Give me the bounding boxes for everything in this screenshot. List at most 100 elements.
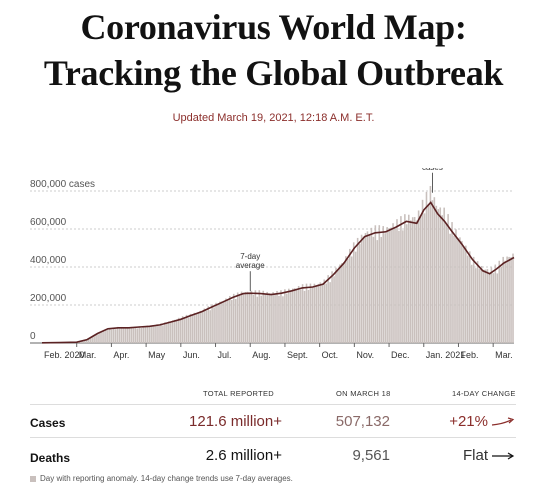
daily-case-bar	[148, 325, 150, 343]
daily-case-bar	[352, 242, 355, 343]
x-tick-label: Jan. 2021	[426, 350, 466, 360]
daily-case-bar	[150, 325, 152, 343]
daily-case-bar	[140, 327, 143, 343]
daily-case-bar	[116, 326, 119, 343]
y-tick-label: 0	[30, 331, 36, 342]
daily-case-bar	[476, 261, 479, 343]
daily-case-bar	[171, 320, 174, 343]
daily-case-bar	[240, 291, 243, 343]
cases-change-value: +21%	[449, 413, 488, 430]
daily-case-bar	[103, 331, 105, 343]
daily-case-bar	[154, 325, 156, 343]
daily-case-bar	[339, 264, 341, 343]
daily-case-bar	[512, 253, 514, 343]
daily-case-bar	[168, 321, 170, 343]
daily-case-bar	[146, 325, 149, 343]
daily-case-bar	[415, 220, 418, 343]
daily-case-bar	[384, 233, 386, 343]
daily-case-bar	[99, 332, 101, 343]
daily-case-bar	[451, 222, 453, 343]
daily-case-bar	[382, 226, 385, 343]
daily-case-bar	[252, 294, 255, 343]
x-tick-label: Apr.	[113, 350, 129, 360]
daily-case-bar	[417, 210, 420, 343]
daily-case-bar	[496, 273, 499, 343]
daily-case-bar	[152, 325, 154, 343]
daily-case-bar	[488, 272, 491, 343]
daily-case-bar	[433, 197, 436, 343]
daily-case-bar	[366, 231, 369, 343]
daily-case-bar	[398, 230, 400, 343]
daily-case-bar	[482, 269, 485, 343]
x-tick-label: Jun.	[183, 350, 200, 360]
daily-case-bar	[431, 200, 434, 343]
daily-case-bar	[506, 256, 508, 343]
daily-case-bar	[254, 290, 257, 343]
daily-case-bar	[343, 262, 345, 343]
title-line-1: Coronavirus World Map:	[80, 7, 467, 47]
daily-case-bar	[466, 255, 469, 343]
daily-case-bar	[486, 269, 489, 343]
daily-case-bar	[264, 294, 267, 343]
y-tick-label: 400,000	[30, 255, 67, 266]
daily-case-bar	[425, 191, 428, 343]
daily-case-bar	[500, 266, 503, 343]
daily-case-bar	[213, 307, 215, 343]
daily-case-bar	[447, 214, 449, 343]
daily-case-bar	[97, 334, 99, 343]
x-tick-label: Dec.	[391, 350, 410, 360]
daily-case-bar	[423, 213, 426, 343]
daily-case-bar	[378, 225, 381, 343]
daily-case-bar	[364, 233, 367, 343]
daily-case-bar	[242, 293, 245, 343]
daily-case-bar	[305, 283, 308, 343]
daily-case-bar	[107, 329, 109, 343]
daily-case-bar	[457, 237, 459, 343]
daily-case-bar	[406, 224, 408, 343]
x-tick-label: Feb. 2020	[44, 350, 85, 360]
daily-case-bar	[185, 314, 188, 343]
annotation-label: average	[236, 261, 265, 270]
daily-case-bar	[372, 236, 375, 343]
daily-case-bar	[502, 256, 504, 343]
daily-case-bar	[158, 325, 160, 343]
daily-case-bar	[138, 326, 141, 343]
daily-case-bar	[480, 266, 483, 343]
daily-case-bar	[455, 229, 457, 343]
daily-case-bar	[278, 295, 280, 343]
daily-case-bar	[288, 288, 290, 343]
daily-case-bar	[193, 312, 196, 343]
col-head-day: ON MARCH 18	[336, 389, 391, 398]
daily-case-bar	[492, 273, 495, 343]
annotation-label: cases	[422, 168, 443, 172]
daily-case-bar	[219, 301, 221, 343]
chart-grid: 0 200,000 400,000 600,000 800,000 cases	[30, 179, 514, 344]
daily-case-bar	[118, 328, 121, 343]
daily-case-bar	[156, 324, 158, 343]
chart-bars	[42, 185, 514, 343]
daily-case-bar	[400, 216, 402, 343]
daily-case-bar	[215, 302, 217, 343]
daily-case-bar	[162, 325, 164, 343]
daily-case-bar	[225, 298, 227, 343]
daily-case-bar	[89, 338, 91, 343]
deaths-change: Flat	[463, 447, 515, 464]
annotation-label: 7-day	[240, 252, 260, 261]
daily-case-bar	[331, 271, 333, 343]
daily-case-bar	[504, 260, 506, 343]
daily-case-bar	[268, 293, 270, 343]
daily-case-bar	[510, 257, 512, 343]
daily-case-bar	[350, 256, 353, 343]
daily-case-bar	[392, 223, 394, 343]
daily-case-bar	[319, 282, 322, 343]
daily-case-bar	[390, 227, 392, 343]
daily-case-bar	[409, 220, 412, 343]
daily-case-bar	[87, 338, 90, 343]
daily-case-bar	[134, 326, 137, 343]
daily-case-bar	[333, 276, 335, 343]
daily-case-bar	[443, 207, 445, 343]
daily-case-bar	[484, 269, 487, 343]
daily-case-bar	[111, 329, 113, 343]
daily-case-bar	[347, 258, 349, 343]
